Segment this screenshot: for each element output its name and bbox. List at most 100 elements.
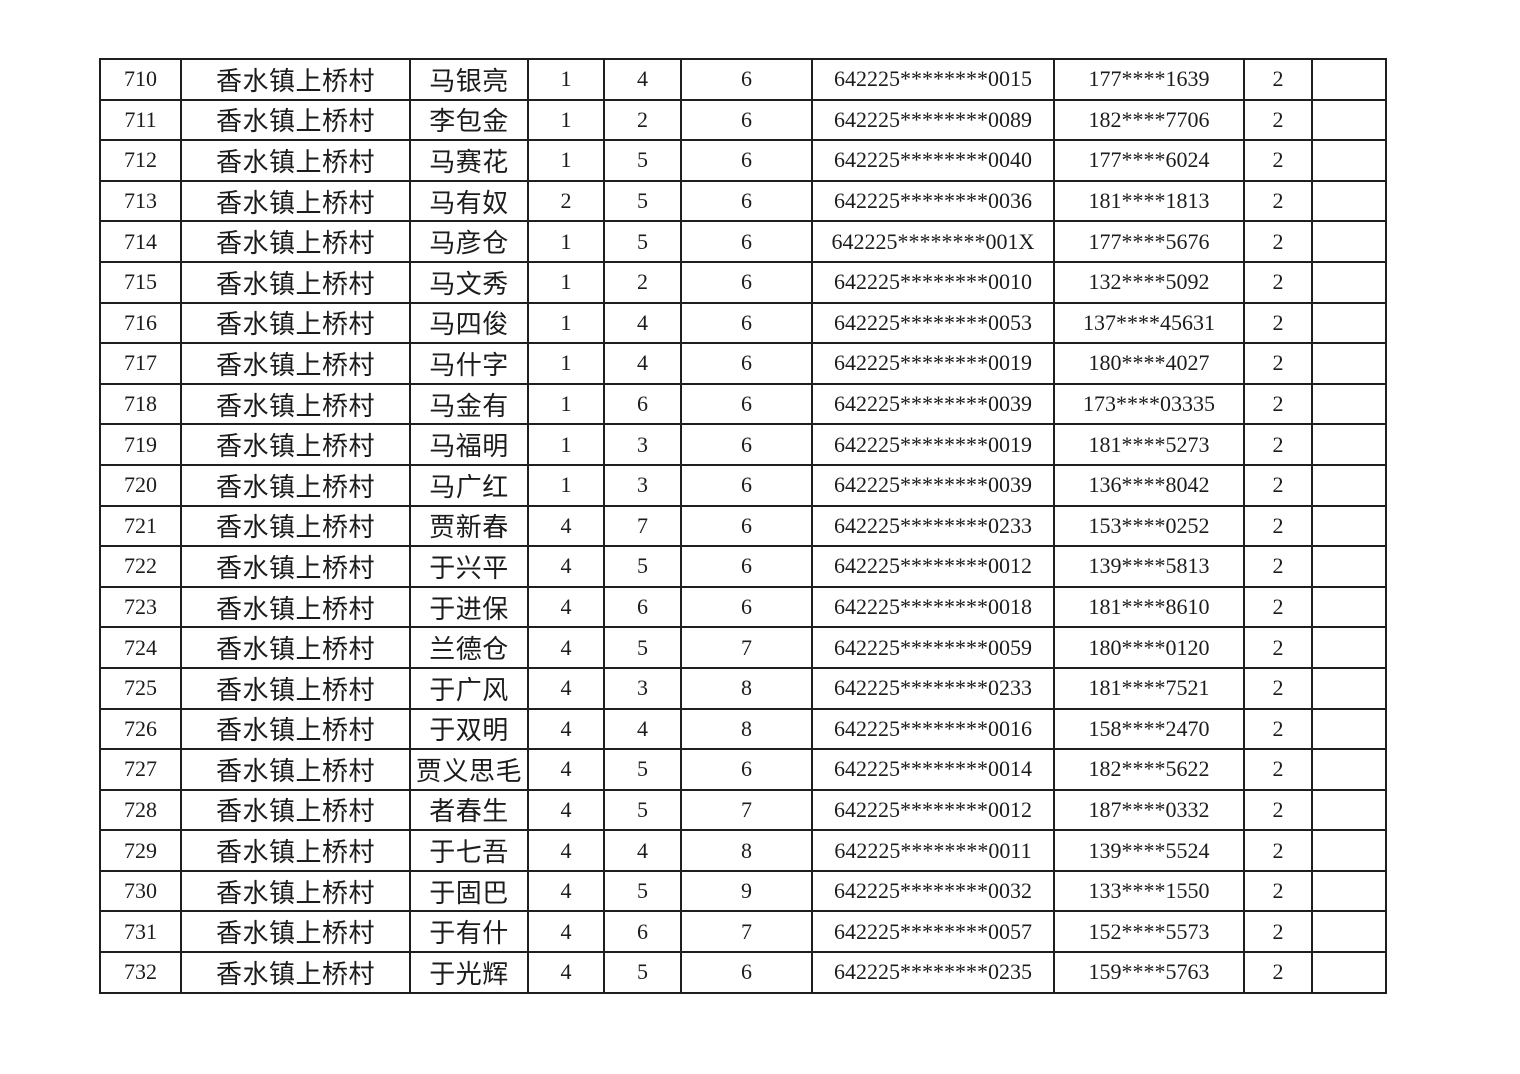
cell-flag: 2 [1243, 98, 1313, 142]
cell-value2: 6 [603, 910, 682, 954]
cell-serial: 721 [99, 504, 182, 548]
cell-value2: 6 [603, 585, 682, 629]
cell-value3: 6 [680, 463, 813, 507]
cell-serial: 711 [99, 98, 182, 142]
cell-flag: 2 [1243, 626, 1313, 669]
cell-flag: 2 [1243, 58, 1313, 101]
cell-flag: 2 [1243, 869, 1313, 913]
cell-name: 者春生 [409, 788, 529, 832]
table-row: 714 香水镇上桥村 马彦仓 1 5 6 642225********001X 177****… [99, 220, 1387, 263]
cell-serial: 718 [99, 382, 182, 426]
cell-blank [1311, 666, 1387, 710]
cell-value3: 6 [680, 545, 813, 588]
cell-id-number: 642225********0019 [811, 342, 1055, 385]
cell-flag: 2 [1243, 463, 1313, 507]
cell-name: 兰德仓 [409, 626, 529, 669]
cell-phone: 136****8042 [1053, 463, 1245, 507]
cell-blank [1311, 58, 1387, 101]
cell-village: 香水镇上桥村 [180, 98, 411, 142]
cell-name: 马有奴 [409, 179, 529, 223]
cell-id-number: 642225********0235 [811, 951, 1055, 994]
cell-value2: 4 [603, 829, 682, 872]
cell-value1: 1 [527, 220, 605, 263]
cell-value3: 7 [680, 910, 813, 954]
cell-id-number: 642225********0057 [811, 910, 1055, 954]
table-row: 715 香水镇上桥村 马文秀 1 2 6 642225********0010 132****… [99, 260, 1387, 304]
cell-blank [1311, 788, 1387, 832]
table-row: 716 香水镇上桥村 马四俊 1 4 6 642225********0053 137****… [99, 301, 1387, 345]
cell-value1: 4 [527, 545, 605, 588]
roster-body: 710 香水镇上桥村 马银亮 1 4 6 642225********0015 177****… [99, 58, 1387, 994]
cell-name: 于进保 [409, 585, 529, 629]
cell-value1: 1 [527, 463, 605, 507]
cell-serial: 716 [99, 301, 182, 345]
cell-value1: 4 [527, 707, 605, 751]
cell-village: 香水镇上桥村 [180, 910, 411, 954]
cell-value1: 4 [527, 951, 605, 994]
cell-phone: 137****45631 [1053, 301, 1245, 345]
cell-value2: 4 [603, 342, 682, 385]
cell-value3: 6 [680, 301, 813, 345]
cell-blank [1311, 545, 1387, 588]
cell-name: 马银亮 [409, 58, 529, 101]
cell-id-number: 642225********0039 [811, 463, 1055, 507]
cell-blank [1311, 139, 1387, 182]
cell-village: 香水镇上桥村 [180, 545, 411, 588]
cell-value2: 5 [603, 220, 682, 263]
cell-name: 于固巴 [409, 869, 529, 913]
cell-id-number: 642225********0032 [811, 869, 1055, 913]
cell-id-number: 642225********0040 [811, 139, 1055, 182]
cell-value1: 4 [527, 585, 605, 629]
cell-flag: 2 [1243, 260, 1313, 304]
cell-blank [1311, 98, 1387, 142]
cell-village: 香水镇上桥村 [180, 869, 411, 913]
cell-value2: 5 [603, 869, 682, 913]
cell-phone: 152****5573 [1053, 910, 1245, 954]
cell-serial: 730 [99, 869, 182, 913]
cell-flag: 2 [1243, 301, 1313, 345]
cell-value2: 4 [603, 58, 682, 101]
cell-flag: 2 [1243, 951, 1313, 994]
cell-flag: 2 [1243, 748, 1313, 791]
cell-blank [1311, 301, 1387, 345]
cell-village: 香水镇上桥村 [180, 220, 411, 263]
cell-value1: 4 [527, 869, 605, 913]
cell-flag: 2 [1243, 910, 1313, 954]
cell-value1: 2 [527, 179, 605, 223]
cell-serial: 714 [99, 220, 182, 263]
cell-serial: 731 [99, 910, 182, 954]
table-row: 711 香水镇上桥村 李包金 1 2 6 642225********0089 182****… [99, 98, 1387, 142]
cell-value3: 7 [680, 788, 813, 832]
cell-village: 香水镇上桥村 [180, 951, 411, 994]
table-row: 722 香水镇上桥村 于兴平 4 5 6 642225********0012 139****… [99, 545, 1387, 588]
cell-name: 马金有 [409, 382, 529, 426]
table-row: 724 香水镇上桥村 兰德仓 4 5 7 642225********0059 180****… [99, 626, 1387, 669]
cell-name: 于七吾 [409, 829, 529, 872]
cell-flag: 2 [1243, 504, 1313, 548]
cell-name: 于光辉 [409, 951, 529, 994]
cell-id-number: 642225********0233 [811, 666, 1055, 710]
cell-value1: 1 [527, 260, 605, 304]
cell-id-number: 642225********0059 [811, 626, 1055, 669]
cell-value1: 4 [527, 504, 605, 548]
cell-value3: 6 [680, 58, 813, 101]
cell-value3: 8 [680, 666, 813, 710]
cell-phone: 177****6024 [1053, 139, 1245, 182]
cell-value2: 5 [603, 788, 682, 832]
cell-value3: 9 [680, 869, 813, 913]
cell-phone: 139****5524 [1053, 829, 1245, 872]
cell-id-number: 642225********0010 [811, 260, 1055, 304]
cell-village: 香水镇上桥村 [180, 626, 411, 669]
cell-flag: 2 [1243, 829, 1313, 872]
cell-blank [1311, 829, 1387, 872]
cell-id-number: 642225********0016 [811, 707, 1055, 751]
cell-id-number: 642225********0015 [811, 58, 1055, 101]
cell-value2: 5 [603, 951, 682, 994]
cell-serial: 727 [99, 748, 182, 791]
cell-serial: 726 [99, 707, 182, 751]
cell-value1: 1 [527, 382, 605, 426]
cell-village: 香水镇上桥村 [180, 666, 411, 710]
cell-phone: 133****1550 [1053, 869, 1245, 913]
cell-village: 香水镇上桥村 [180, 504, 411, 548]
cell-value3: 6 [680, 748, 813, 791]
